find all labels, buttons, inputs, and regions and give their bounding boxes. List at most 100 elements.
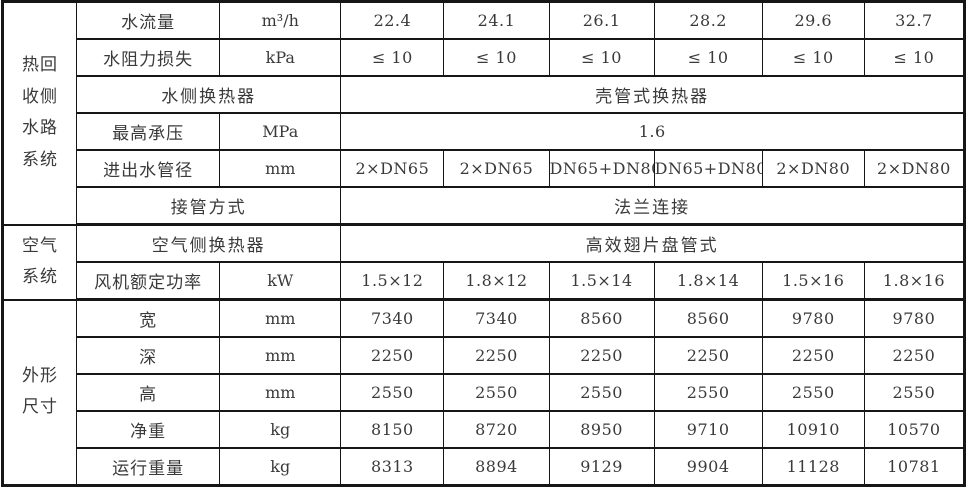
value-cell: 2×DN80	[761, 149, 865, 188]
param-cell: 净重	[76, 410, 221, 449]
param-cell: 接管方式	[76, 186, 342, 226]
table-row: 净重 kg 8150 8720 8950 9710 10910 10570	[3, 410, 966, 449]
table-row: 高 mm 2550 2550 2550 2550 2550 2550	[3, 373, 966, 412]
value-cell: 2250	[340, 336, 445, 375]
value-cell: ≤ 10	[340, 38, 445, 77]
value-cell: 8894	[443, 447, 550, 487]
unit-cell: mm	[219, 373, 342, 412]
param-cell: 高	[76, 373, 221, 412]
table-row: 运行重量 kg 8313 8894 9129 9904 11128 10781	[3, 447, 966, 487]
value-cell: 9780	[761, 298, 865, 338]
param-cell: 运行重量	[76, 447, 221, 487]
value-cell: 8313	[340, 447, 445, 487]
value-cell: 1.5×14	[548, 261, 655, 301]
value-cell: 8560	[548, 298, 655, 338]
value-cell: 29.6	[761, 0, 865, 40]
value-cell: 8720	[443, 410, 550, 449]
value-cell: 7340	[340, 298, 445, 338]
value-cell: 22.4	[340, 0, 445, 40]
unit-cell: mm	[219, 298, 342, 338]
value-cell: 2550	[548, 373, 655, 412]
value-cell: 26.1	[548, 0, 655, 40]
table-row: 热回收侧水路系统 水流量 m³/h 22.4 24.1 26.1 28.2 29…	[1, 0, 966, 226]
unit-cell: MPa	[219, 112, 342, 151]
param-cell: 宽	[76, 298, 221, 338]
param-cell: 水侧换热器	[76, 75, 342, 114]
value-cell: 2550	[653, 373, 763, 412]
group-label-dimensions: 外形尺寸	[1, 298, 78, 487]
group-label-text: 热回收侧水路系统	[22, 55, 59, 170]
value-cell: 2250	[761, 336, 865, 375]
merged-value-cell: 1.6	[340, 112, 965, 151]
value-cell: 10570	[863, 410, 966, 449]
value-cell: 8560	[653, 298, 763, 338]
value-cell: 10910	[761, 410, 865, 449]
value-cell: 2×DN80	[863, 149, 966, 188]
group-label-air-system: 空气系统	[1, 223, 78, 301]
value-cell: 11128	[761, 447, 865, 487]
param-cell: 深	[76, 336, 221, 375]
value-cell: 2550	[761, 373, 865, 412]
table-row: 深 mm 2250 2250 2250 2250 2250 2250	[3, 336, 966, 375]
group-label-text: 外形尺寸	[22, 365, 59, 418]
table-row: 最高承压 MPa 1.6	[3, 112, 965, 151]
value-cell: 2550	[340, 373, 445, 412]
table-row: 外形尺寸 宽 mm 7340 7340 8560 8560 9780 9780	[1, 298, 966, 487]
unit-cell: kW	[219, 261, 342, 301]
group-label-water-circuit: 热回收侧水路系统	[1, 0, 78, 226]
value-cell: DN65+DN80	[548, 149, 655, 188]
value-cell: 2550	[443, 373, 550, 412]
value-cell: ≤ 10	[443, 38, 550, 77]
value-cell: 2250	[653, 336, 763, 375]
value-cell: 28.2	[653, 0, 763, 40]
unit-cell: kg	[219, 447, 342, 487]
value-cell: 32.7	[863, 0, 966, 40]
merged-value-cell: 壳管式换热器	[340, 75, 965, 114]
value-cell: 24.1	[443, 0, 550, 40]
value-cell: 10781	[863, 447, 966, 487]
value-cell: 8950	[548, 410, 655, 449]
param-cell: 最高承压	[76, 112, 221, 151]
param-cell: 水流量	[76, 0, 221, 40]
value-cell: ≤ 10	[548, 38, 655, 77]
value-cell: 9710	[653, 410, 763, 449]
unit-cell: kPa	[219, 38, 342, 77]
value-cell: 1.5×12	[340, 261, 445, 301]
value-cell: 2250	[443, 336, 550, 375]
value-cell: 8150	[340, 410, 445, 449]
value-cell: DN65+DN80	[653, 149, 763, 188]
value-cell: ≤ 10	[761, 38, 865, 77]
value-cell: 1.8×12	[443, 261, 550, 301]
value-cell: 9780	[863, 298, 966, 338]
param-cell: 进出水管径	[76, 149, 221, 188]
unit-cell: kg	[219, 410, 342, 449]
value-cell: ≤ 10	[653, 38, 763, 77]
table-row: 风机额定功率 kW 1.5×12 1.8×12 1.5×14 1.8×14 1.…	[3, 261, 966, 301]
merged-value-cell: 高效翅片盘管式	[340, 223, 965, 263]
unit-cell: mm	[219, 336, 342, 375]
value-cell: 9904	[653, 447, 763, 487]
table-row: 水侧换热器 壳管式换热器	[3, 75, 965, 114]
unit-cell: m³/h	[219, 0, 342, 40]
table-row: 空气系统 空气侧换热器 高效翅片盘管式	[1, 223, 965, 301]
value-cell: ≤ 10	[863, 38, 966, 77]
table-row: 接管方式 法兰连接	[3, 186, 965, 226]
table-row: 进出水管径 mm 2×DN65 2×DN65 DN65+DN80 DN65+DN…	[3, 149, 966, 188]
unit-cell: mm	[219, 149, 342, 188]
value-cell: 2250	[863, 336, 966, 375]
value-cell: 2550	[863, 373, 966, 412]
merged-value-cell: 法兰连接	[340, 186, 965, 226]
value-cell: 2×DN65	[340, 149, 445, 188]
param-cell: 空气侧换热器	[76, 223, 342, 263]
value-cell: 1.8×16	[863, 261, 966, 301]
value-cell: 2×DN65	[443, 149, 550, 188]
value-cell: 2250	[548, 336, 655, 375]
value-cell: 7340	[443, 298, 550, 338]
group-label-text: 空气系统	[22, 235, 59, 287]
table-row: 水阻力损失 kPa ≤ 10 ≤ 10 ≤ 10 ≤ 10 ≤ 10 ≤ 10	[3, 38, 966, 77]
param-cell: 风机额定功率	[76, 261, 221, 301]
value-cell: 1.8×14	[653, 261, 763, 301]
value-cell: 1.5×16	[761, 261, 865, 301]
value-cell: 9129	[548, 447, 655, 487]
